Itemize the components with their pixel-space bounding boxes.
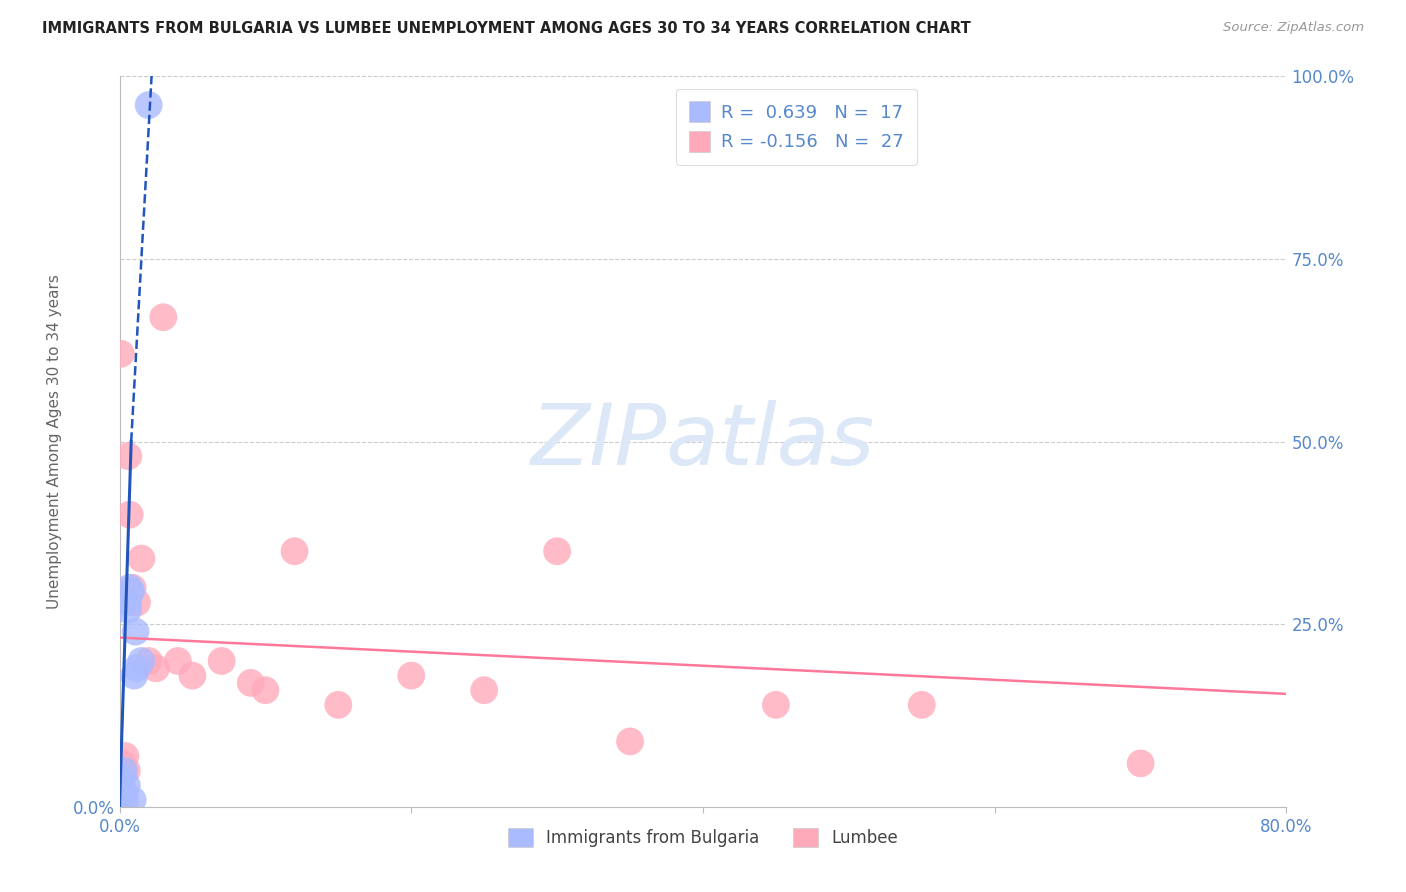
Point: [121, 581, 143, 595]
Point: [117, 449, 139, 463]
Point: [120, 584, 142, 599]
Point: [114, 749, 136, 764]
Point: [110, 347, 132, 361]
Point: [111, 756, 134, 771]
Point: [131, 551, 153, 566]
Point: [138, 654, 160, 668]
Point: [125, 661, 148, 675]
Point: [619, 734, 641, 748]
Point: [145, 661, 167, 675]
Point: [546, 544, 568, 558]
Point: [765, 698, 787, 712]
Point: [124, 624, 146, 639]
Point: [138, 98, 160, 112]
Point: [328, 698, 350, 712]
Point: [211, 654, 233, 668]
Point: [122, 668, 145, 682]
Point: [115, 778, 138, 792]
Point: [401, 668, 423, 682]
Point: [112, 764, 135, 778]
Point: [254, 683, 277, 698]
Point: [111, 786, 134, 800]
Point: [1129, 756, 1152, 771]
Legend: Immigrants from Bulgaria, Lumbee: Immigrants from Bulgaria, Lumbee: [502, 822, 904, 854]
Point: [125, 595, 148, 609]
Point: [121, 793, 143, 807]
Point: [166, 654, 188, 668]
Point: [117, 595, 139, 609]
Point: [110, 793, 132, 807]
Point: [181, 668, 204, 682]
Text: Source: ZipAtlas.com: Source: ZipAtlas.com: [1223, 21, 1364, 34]
Point: [112, 764, 135, 778]
Point: [118, 581, 141, 595]
Point: [472, 683, 495, 698]
Point: [114, 793, 136, 807]
Text: IMMIGRANTS FROM BULGARIA VS LUMBEE UNEMPLOYMENT AMONG AGES 30 TO 34 YEARS CORREL: IMMIGRANTS FROM BULGARIA VS LUMBEE UNEMP…: [42, 21, 972, 36]
Point: [131, 654, 153, 668]
Point: [283, 544, 307, 558]
Text: ZIPatlas: ZIPatlas: [531, 400, 875, 483]
Point: [115, 764, 138, 778]
Point: [152, 310, 174, 325]
Point: [118, 508, 141, 522]
Y-axis label: Unemployment Among Ages 30 to 34 years: Unemployment Among Ages 30 to 34 years: [46, 274, 62, 609]
Point: [111, 771, 134, 785]
Point: [117, 603, 139, 617]
Point: [239, 676, 262, 690]
Point: [112, 786, 135, 800]
Point: [911, 698, 934, 712]
